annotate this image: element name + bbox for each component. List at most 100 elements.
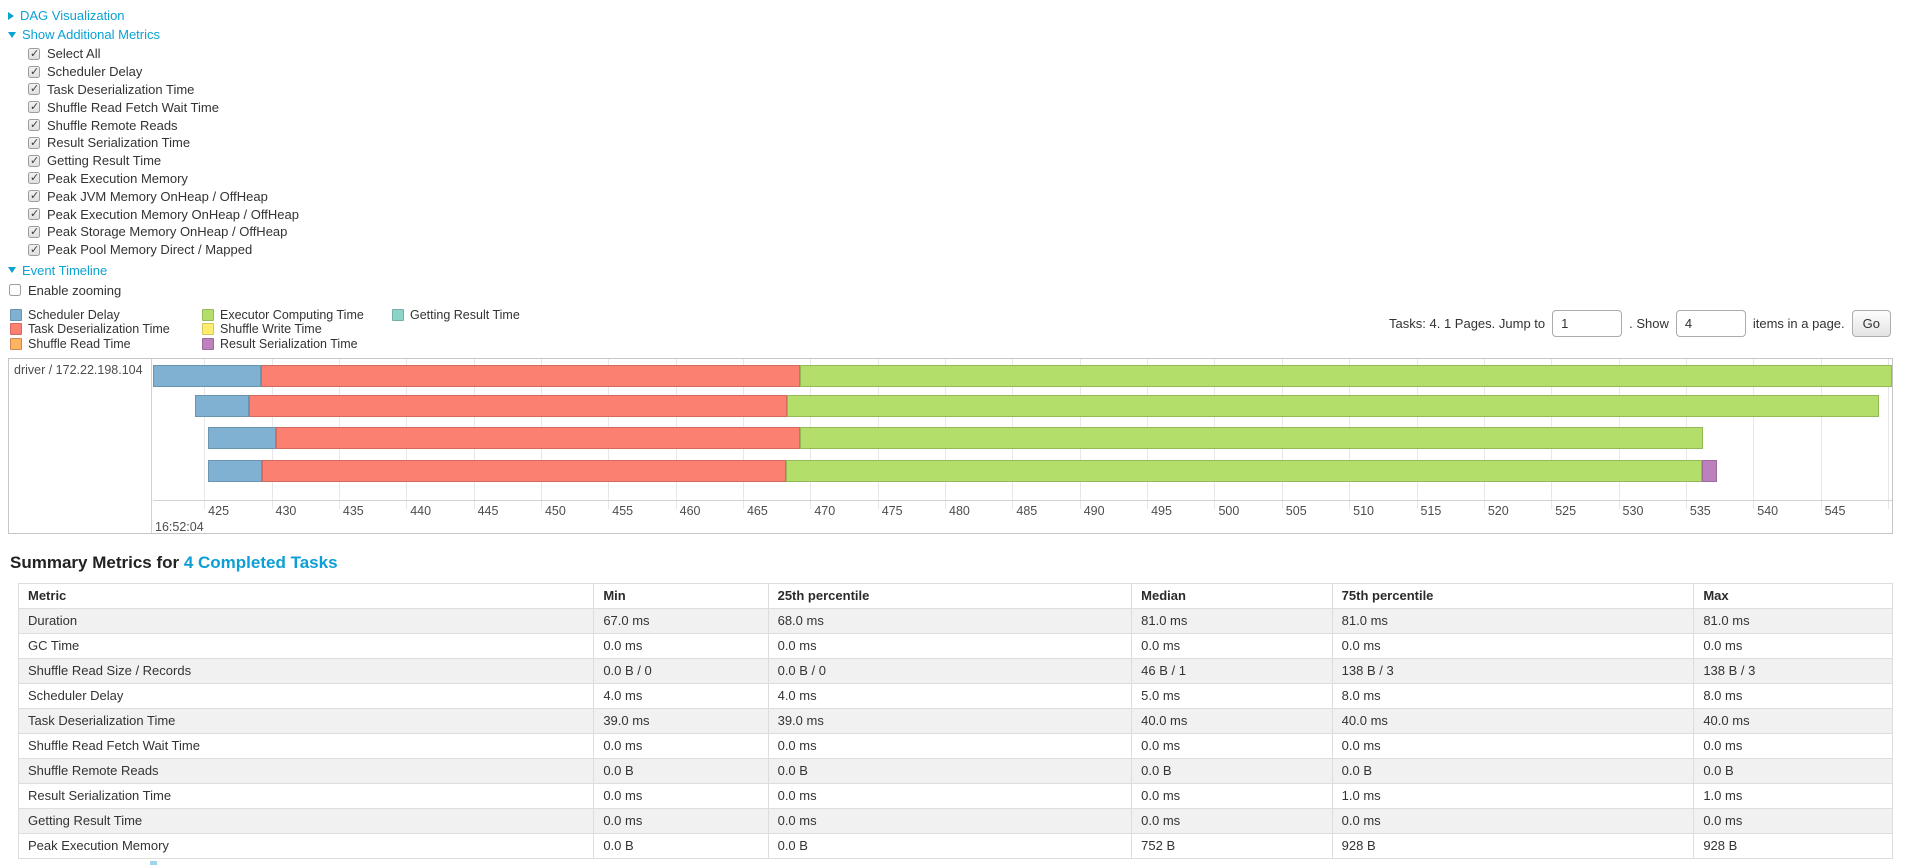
tick-mark: [204, 500, 206, 509]
metric-checkbox[interactable]: [28, 47, 40, 60]
executor-computing-swatch-icon: [202, 308, 214, 321]
timeline-group-column: driver / 172.22.198.104: [9, 358, 152, 533]
summary-metric-value: 138 B / 3: [1331, 657, 1695, 684]
metric-checkbox-label: Peak Execution Memory: [47, 170, 188, 186]
tick-mark: [1887, 500, 1889, 509]
metric-checkbox[interactable]: [28, 136, 40, 149]
summary-metric-name: Result Serialization Time: [17, 782, 595, 809]
summary-metric-value: 0.0 B: [593, 757, 769, 784]
metric-checkbox[interactable]: [28, 154, 40, 167]
summary-metric-value: 8.0 ms: [1331, 682, 1695, 709]
task-bar-executor-computing-segment[interactable]: [786, 459, 1703, 482]
metric-checkbox-item: Peak JVM Memory OnHeap / OffHeap: [28, 187, 1897, 205]
summary-metric-name: GC Time: [17, 632, 595, 659]
summary-metric-value: 0.0 ms: [593, 632, 769, 659]
task-bar-task-deserialization-segment[interactable]: [262, 459, 787, 482]
summary-metric-value: 4.0 ms: [767, 682, 1133, 709]
timeline-legend: Scheduler Delay Task Deserialization Time…: [10, 308, 520, 352]
gridline: [1820, 358, 1822, 500]
metric-checkbox-item: Shuffle Read Fetch Wait Time: [28, 98, 1897, 116]
metric-checkbox-label: Peak Pool Memory Direct / Mapped: [47, 242, 253, 258]
metric-checkbox-label: Shuffle Remote Reads: [47, 117, 178, 133]
tick-mark: [742, 500, 744, 509]
summary-metric-value: 0.0 ms: [1131, 782, 1333, 809]
summary-table-row: Shuffle Remote Reads 0.0 B 0.0 B 0.0 B 0.0 B…: [17, 757, 1893, 784]
tick-label: 450: [544, 503, 566, 518]
tick-label: 470: [814, 503, 836, 518]
tick-label: 485: [1016, 503, 1038, 518]
jump-to-page-input[interactable]: [1552, 309, 1623, 337]
summary-metric-value: 4.0 ms: [593, 682, 769, 709]
tick-mark: [271, 500, 273, 509]
summary-column-header: Min: [593, 582, 769, 609]
tick-label: 505: [1285, 503, 1307, 518]
tick-label: 510: [1353, 503, 1374, 518]
summary-metric-value: 0.0 B: [1131, 757, 1333, 784]
dag-visualization-toggle[interactable]: DAG Visualization: [8, 6, 1897, 25]
task-bar-executor-computing-segment[interactable]: [799, 426, 1704, 449]
task-bar-executor-computing-segment[interactable]: [799, 364, 1892, 387]
summary-metric-value: 0.0 ms: [1693, 632, 1893, 659]
metric-checkbox-item: Scheduler Delay: [28, 63, 1897, 81]
summary-table-row: Duration 67.0 ms 68.0 ms 81.0 ms 81.0 ms 81.0…: [17, 607, 1893, 634]
tick-mark: [608, 500, 610, 509]
summary-table-row: Shuffle Read Size / Records 0.0 B / 0 0.0 …: [17, 657, 1893, 684]
tick-mark: [1147, 500, 1149, 509]
summary-metric-value: 752 B: [1131, 832, 1333, 859]
summary-metric-value: 0.0 ms: [1331, 632, 1695, 659]
show-additional-metrics-toggle[interactable]: Show Additional Metrics: [8, 25, 1897, 44]
legend-item: Result Serialization Time: [202, 337, 392, 352]
legend-label: Result Serialization Time: [220, 336, 358, 351]
metric-checkbox[interactable]: [28, 82, 40, 96]
tick-mark: [1281, 500, 1283, 509]
event-timeline-link[interactable]: Event Timeline: [22, 262, 108, 278]
metric-checkbox[interactable]: [28, 65, 40, 78]
tick-mark: [1349, 500, 1351, 509]
metric-checkbox[interactable]: [28, 118, 40, 132]
summary-metric-value: 0.0 B: [767, 832, 1133, 859]
task-bar-task-deserialization-segment[interactable]: [248, 394, 788, 417]
summary-metric-value: 40.0 ms: [1131, 707, 1333, 734]
metric-checkbox-item: Peak Execution Memory OnHeap / OffHeap: [28, 205, 1897, 223]
task-bar-scheduler-delay-segment[interactable]: [208, 459, 263, 482]
summary-metric-value: 0.0 ms: [1331, 732, 1695, 759]
tick-label: 430: [275, 503, 297, 518]
legend-item: Scheduler Delay: [10, 308, 202, 323]
metric-checkbox-label: Peak Storage Memory OnHeap / OffHeap: [47, 224, 288, 240]
task-bar-scheduler-delay-segment[interactable]: [194, 394, 249, 417]
summary-metric-name: Shuffle Remote Reads: [17, 757, 595, 784]
metric-checkbox[interactable]: [28, 171, 40, 185]
tick-label: 475: [881, 503, 903, 518]
summary-metric-value: 138 B / 3: [1693, 657, 1893, 684]
completed-tasks-link[interactable]: 4 Completed Tasks: [183, 552, 338, 572]
task-bar-scheduler-delay-segment[interactable]: [153, 364, 261, 387]
metric-checkbox[interactable]: [28, 189, 40, 203]
summary-metric-value: 81.0 ms: [1131, 607, 1333, 634]
go-button[interactable]: Go: [1851, 309, 1891, 337]
summary-metric-value: 8.0 ms: [1693, 682, 1893, 709]
summary-metric-value: 5.0 ms: [1131, 682, 1333, 709]
summary-table-row: Shuffle Read Fetch Wait Time 0.0 ms 0.0 ms…: [17, 732, 1893, 759]
items-per-page-input[interactable]: [1675, 309, 1746, 337]
metric-checkbox[interactable]: [28, 207, 40, 221]
metric-checkbox[interactable]: [28, 243, 40, 256]
event-timeline-toggle[interactable]: Event Timeline: [8, 261, 1897, 280]
summary-metric-value: 928 B: [1693, 832, 1893, 859]
summary-metric-value: 0.0 ms: [1131, 732, 1333, 759]
metric-checkbox[interactable]: [28, 225, 40, 238]
task-bar-executor-computing-segment[interactable]: [787, 394, 1879, 417]
metric-checkbox[interactable]: [28, 100, 40, 114]
enable-zooming-checkbox[interactable]: [9, 284, 21, 297]
dag-visualization-link[interactable]: DAG Visualization: [20, 8, 125, 23]
tick-mark: [1618, 500, 1620, 509]
task-bar-task-deserialization-segment[interactable]: [275, 426, 800, 449]
tick-label: 490: [1083, 503, 1105, 518]
task-bar-result-serialization-segment[interactable]: [1702, 459, 1717, 482]
task-bar-task-deserialization-segment[interactable]: [260, 364, 800, 387]
summary-metrics-heading: Summary Metrics for 4 Completed Tasks: [10, 553, 1897, 573]
task-bar-scheduler-delay-segment[interactable]: [208, 426, 276, 449]
show-additional-metrics-link[interactable]: Show Additional Metrics: [22, 27, 161, 42]
expanded-arrow-icon: [8, 31, 16, 38]
timeline-group-label: driver / 172.22.198.104: [14, 362, 143, 377]
gridline: [1753, 358, 1755, 500]
